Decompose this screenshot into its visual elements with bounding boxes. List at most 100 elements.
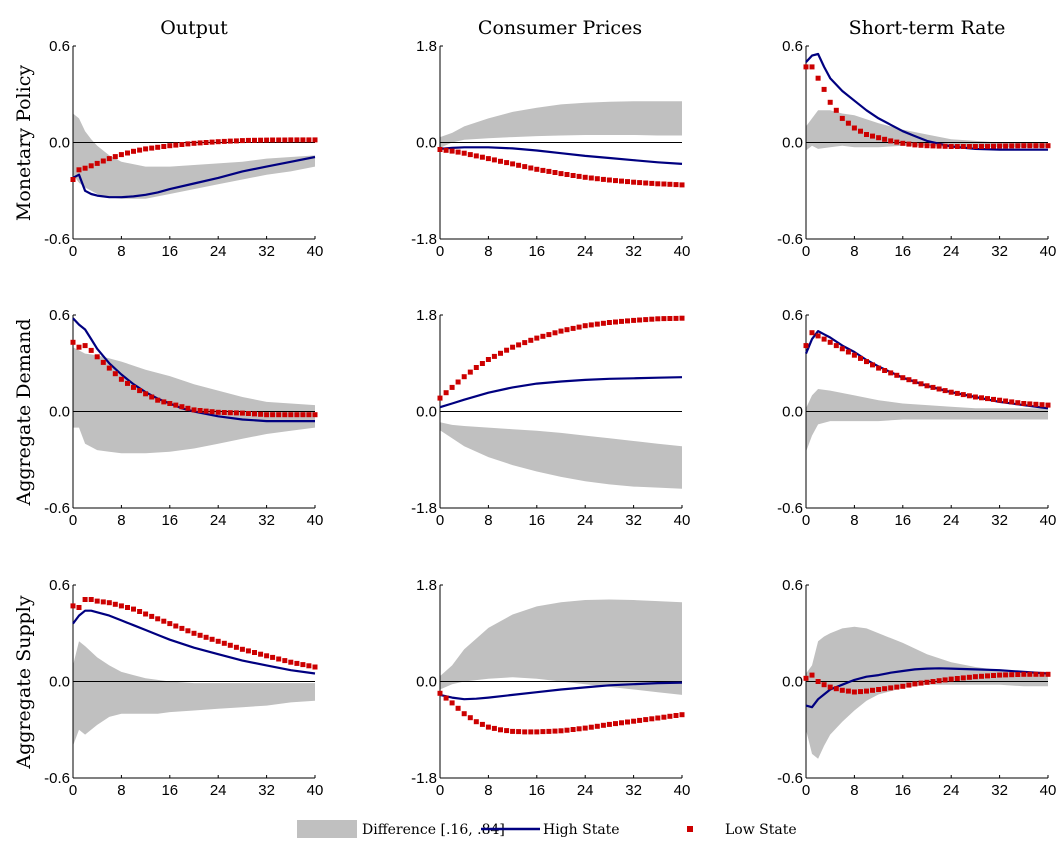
low-state-markers (437, 147, 685, 188)
low-state-point (936, 678, 942, 684)
low-state-point (851, 352, 857, 358)
y-tick-label: -0.6 (44, 231, 70, 248)
x-tick-label: 32 (991, 243, 1008, 260)
low-state-point (625, 179, 630, 185)
difference-band (806, 389, 1048, 452)
low-state-point (594, 176, 600, 182)
low-state-point (991, 673, 996, 678)
low-state-point (1045, 143, 1051, 149)
low-state-point (479, 361, 485, 366)
low-state-point (155, 397, 161, 403)
legend: Difference [.16, .84] High State Low Sta… (297, 820, 797, 838)
low-state-point (661, 181, 667, 187)
low-state-point (510, 728, 516, 734)
low-state-point (564, 327, 570, 333)
low-state-markers (803, 671, 1051, 695)
difference-band (73, 641, 315, 746)
y-tick-label: 0.0 (782, 674, 803, 691)
low-state-point (137, 388, 143, 394)
low-state-point (979, 143, 984, 149)
y-tick-label: 0.0 (49, 674, 70, 691)
high-state-line (72, 609, 316, 675)
low-state-point (643, 180, 649, 186)
low-state-point (613, 178, 618, 184)
low-state-point (479, 154, 485, 160)
low-state-point (809, 672, 815, 678)
low-state-point (191, 140, 197, 146)
low-state-point (312, 664, 318, 670)
x-tick-label: 0 (436, 782, 444, 799)
y-tick-label: 0.0 (49, 404, 70, 421)
difference-band (440, 101, 682, 148)
low-state-point (815, 75, 821, 81)
low-state-point (870, 362, 875, 368)
low-state-point (516, 342, 522, 348)
y-tick-label: 0.6 (49, 577, 70, 594)
low-state-point (552, 330, 558, 336)
panel-aggregate-demand-short-term-rate: 0 8 16 24 32 40 -0.6 0.0 0.6 (777, 307, 1056, 529)
low-state-point (827, 339, 833, 345)
low-state-point (473, 719, 479, 725)
low-state-point (233, 138, 239, 144)
panel-aggregate-supply-short-term-rate: 0 8 16 24 32 40 -0.6 0.0 0.6 (777, 577, 1056, 799)
row-labels: Monetary Policy Aggregate Demand Aggrega… (13, 65, 35, 770)
low-state-point (954, 390, 960, 396)
low-state-point (1027, 401, 1033, 407)
low-state-point (930, 679, 936, 684)
low-state-point (294, 412, 300, 418)
low-state-point (276, 137, 282, 143)
low-state-point (516, 162, 522, 168)
low-state-point (312, 412, 318, 418)
high-state-line (439, 146, 683, 165)
low-state-point (82, 597, 88, 602)
low-state-point (221, 138, 227, 144)
column-titles: Output Consumer Prices Short-term Rate (160, 17, 1005, 39)
low-state-point (540, 333, 546, 339)
panel-aggregate-demand-output: 0 8 16 24 32 40 -0.6 0.0 0.6 (44, 307, 323, 529)
low-state-point (900, 683, 906, 689)
low-state-point (972, 674, 978, 680)
low-state-point (233, 644, 239, 650)
low-state-point (1003, 143, 1009, 149)
low-state-point (948, 676, 954, 682)
low-state-point (942, 388, 948, 394)
low-state-point (882, 686, 888, 692)
x-tick-label: 8 (850, 782, 858, 799)
x-tick-label: 8 (850, 243, 858, 260)
low-state-point (252, 137, 257, 143)
low-state-point (894, 684, 900, 690)
low-state-point (443, 695, 449, 701)
low-state-point (504, 160, 510, 166)
x-tick-label: 40 (1040, 782, 1057, 799)
low-state-point (167, 401, 173, 406)
low-state-point (540, 729, 546, 735)
y-tick-label: -0.6 (777, 770, 803, 787)
low-state-point (70, 603, 76, 609)
low-state-point (888, 685, 894, 691)
y-tick-label: 0.6 (782, 38, 803, 55)
low-state-point (845, 349, 851, 355)
low-state-point (106, 156, 112, 162)
low-state-markers (803, 64, 1051, 149)
x-tick-label: 0 (802, 512, 810, 529)
low-state-point (197, 140, 203, 146)
x-tick-label: 24 (943, 782, 960, 799)
low-state-point (673, 713, 679, 718)
low-state-point (522, 340, 528, 346)
low-state-point (282, 137, 288, 143)
low-state-point (966, 674, 972, 680)
low-state-point (876, 135, 882, 141)
low-state-markers (437, 315, 685, 401)
low-state-point (960, 675, 966, 681)
low-state-point (300, 662, 306, 668)
low-state-point (809, 330, 815, 336)
low-state-point (239, 646, 245, 652)
low-state-markers (437, 690, 685, 735)
x-tick-label: 0 (436, 512, 444, 529)
low-state-point (203, 634, 209, 640)
low-state-point (528, 729, 534, 735)
y-tick-label: -0.6 (44, 770, 70, 787)
low-state-point (631, 718, 637, 724)
low-state-point (600, 320, 606, 326)
low-state-point (655, 181, 661, 187)
